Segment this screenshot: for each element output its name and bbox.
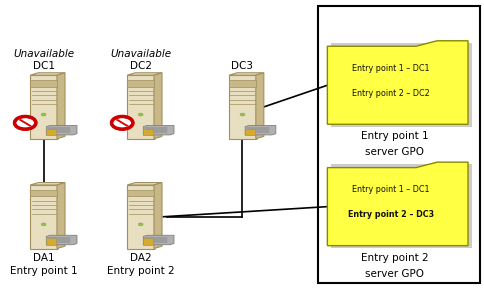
Text: Entry point 2: Entry point 2 xyxy=(106,266,174,276)
Polygon shape xyxy=(143,125,174,135)
Polygon shape xyxy=(153,183,162,249)
Text: server GPO: server GPO xyxy=(364,269,424,279)
Circle shape xyxy=(113,117,131,128)
Polygon shape xyxy=(30,80,57,87)
Text: Unavailable: Unavailable xyxy=(110,49,171,59)
Text: Entry point 1: Entry point 1 xyxy=(10,266,77,276)
Text: Entry point 1: Entry point 1 xyxy=(360,131,428,142)
Polygon shape xyxy=(32,74,59,140)
Polygon shape xyxy=(143,129,152,135)
Circle shape xyxy=(113,118,131,128)
Polygon shape xyxy=(129,184,156,250)
Circle shape xyxy=(15,116,36,129)
Polygon shape xyxy=(331,164,471,248)
Polygon shape xyxy=(244,129,254,135)
Polygon shape xyxy=(46,238,56,245)
Polygon shape xyxy=(127,75,153,139)
Polygon shape xyxy=(231,74,257,140)
Circle shape xyxy=(16,118,34,128)
Polygon shape xyxy=(30,73,65,75)
Text: DA1: DA1 xyxy=(33,253,54,263)
Circle shape xyxy=(111,116,133,129)
Circle shape xyxy=(138,113,143,116)
Polygon shape xyxy=(143,235,174,245)
Polygon shape xyxy=(32,184,59,250)
Polygon shape xyxy=(127,185,153,249)
Circle shape xyxy=(15,116,36,129)
Polygon shape xyxy=(46,129,56,135)
Text: DC3: DC3 xyxy=(231,61,253,71)
Polygon shape xyxy=(46,125,77,135)
Text: Entry point 1 – DC1: Entry point 1 – DC1 xyxy=(351,64,428,73)
Polygon shape xyxy=(115,119,129,127)
Circle shape xyxy=(138,223,143,226)
Polygon shape xyxy=(57,73,65,139)
Circle shape xyxy=(111,116,133,129)
Circle shape xyxy=(41,223,46,226)
Polygon shape xyxy=(228,75,255,139)
Text: server GPO: server GPO xyxy=(364,147,424,158)
Polygon shape xyxy=(143,238,152,245)
Polygon shape xyxy=(153,73,162,139)
Polygon shape xyxy=(30,190,57,197)
Text: DA2: DA2 xyxy=(130,253,151,263)
Text: Entry point 1 – DC1: Entry point 1 – DC1 xyxy=(351,185,428,194)
Polygon shape xyxy=(30,183,65,185)
Text: Entry point 2: Entry point 2 xyxy=(360,253,428,263)
Circle shape xyxy=(240,113,244,116)
Polygon shape xyxy=(127,183,162,185)
Polygon shape xyxy=(46,235,77,245)
Polygon shape xyxy=(244,125,275,135)
Polygon shape xyxy=(30,185,57,249)
Text: Entry point 2 – DC2: Entry point 2 – DC2 xyxy=(351,88,429,98)
Polygon shape xyxy=(127,80,153,87)
Text: DC2: DC2 xyxy=(129,61,151,71)
Polygon shape xyxy=(327,162,467,246)
Polygon shape xyxy=(228,73,263,75)
Circle shape xyxy=(16,117,34,128)
Polygon shape xyxy=(327,41,467,124)
Polygon shape xyxy=(255,73,263,139)
Text: DC1: DC1 xyxy=(32,61,55,71)
Polygon shape xyxy=(228,80,255,87)
Text: Unavailable: Unavailable xyxy=(13,49,74,59)
Polygon shape xyxy=(127,73,162,75)
Polygon shape xyxy=(57,183,65,249)
Polygon shape xyxy=(127,190,153,197)
Polygon shape xyxy=(30,75,57,139)
Text: Entry point 2 – DC3: Entry point 2 – DC3 xyxy=(347,210,433,219)
Circle shape xyxy=(41,113,46,116)
FancyBboxPatch shape xyxy=(317,6,479,283)
Polygon shape xyxy=(18,119,32,127)
Polygon shape xyxy=(129,74,156,140)
Polygon shape xyxy=(331,43,471,127)
